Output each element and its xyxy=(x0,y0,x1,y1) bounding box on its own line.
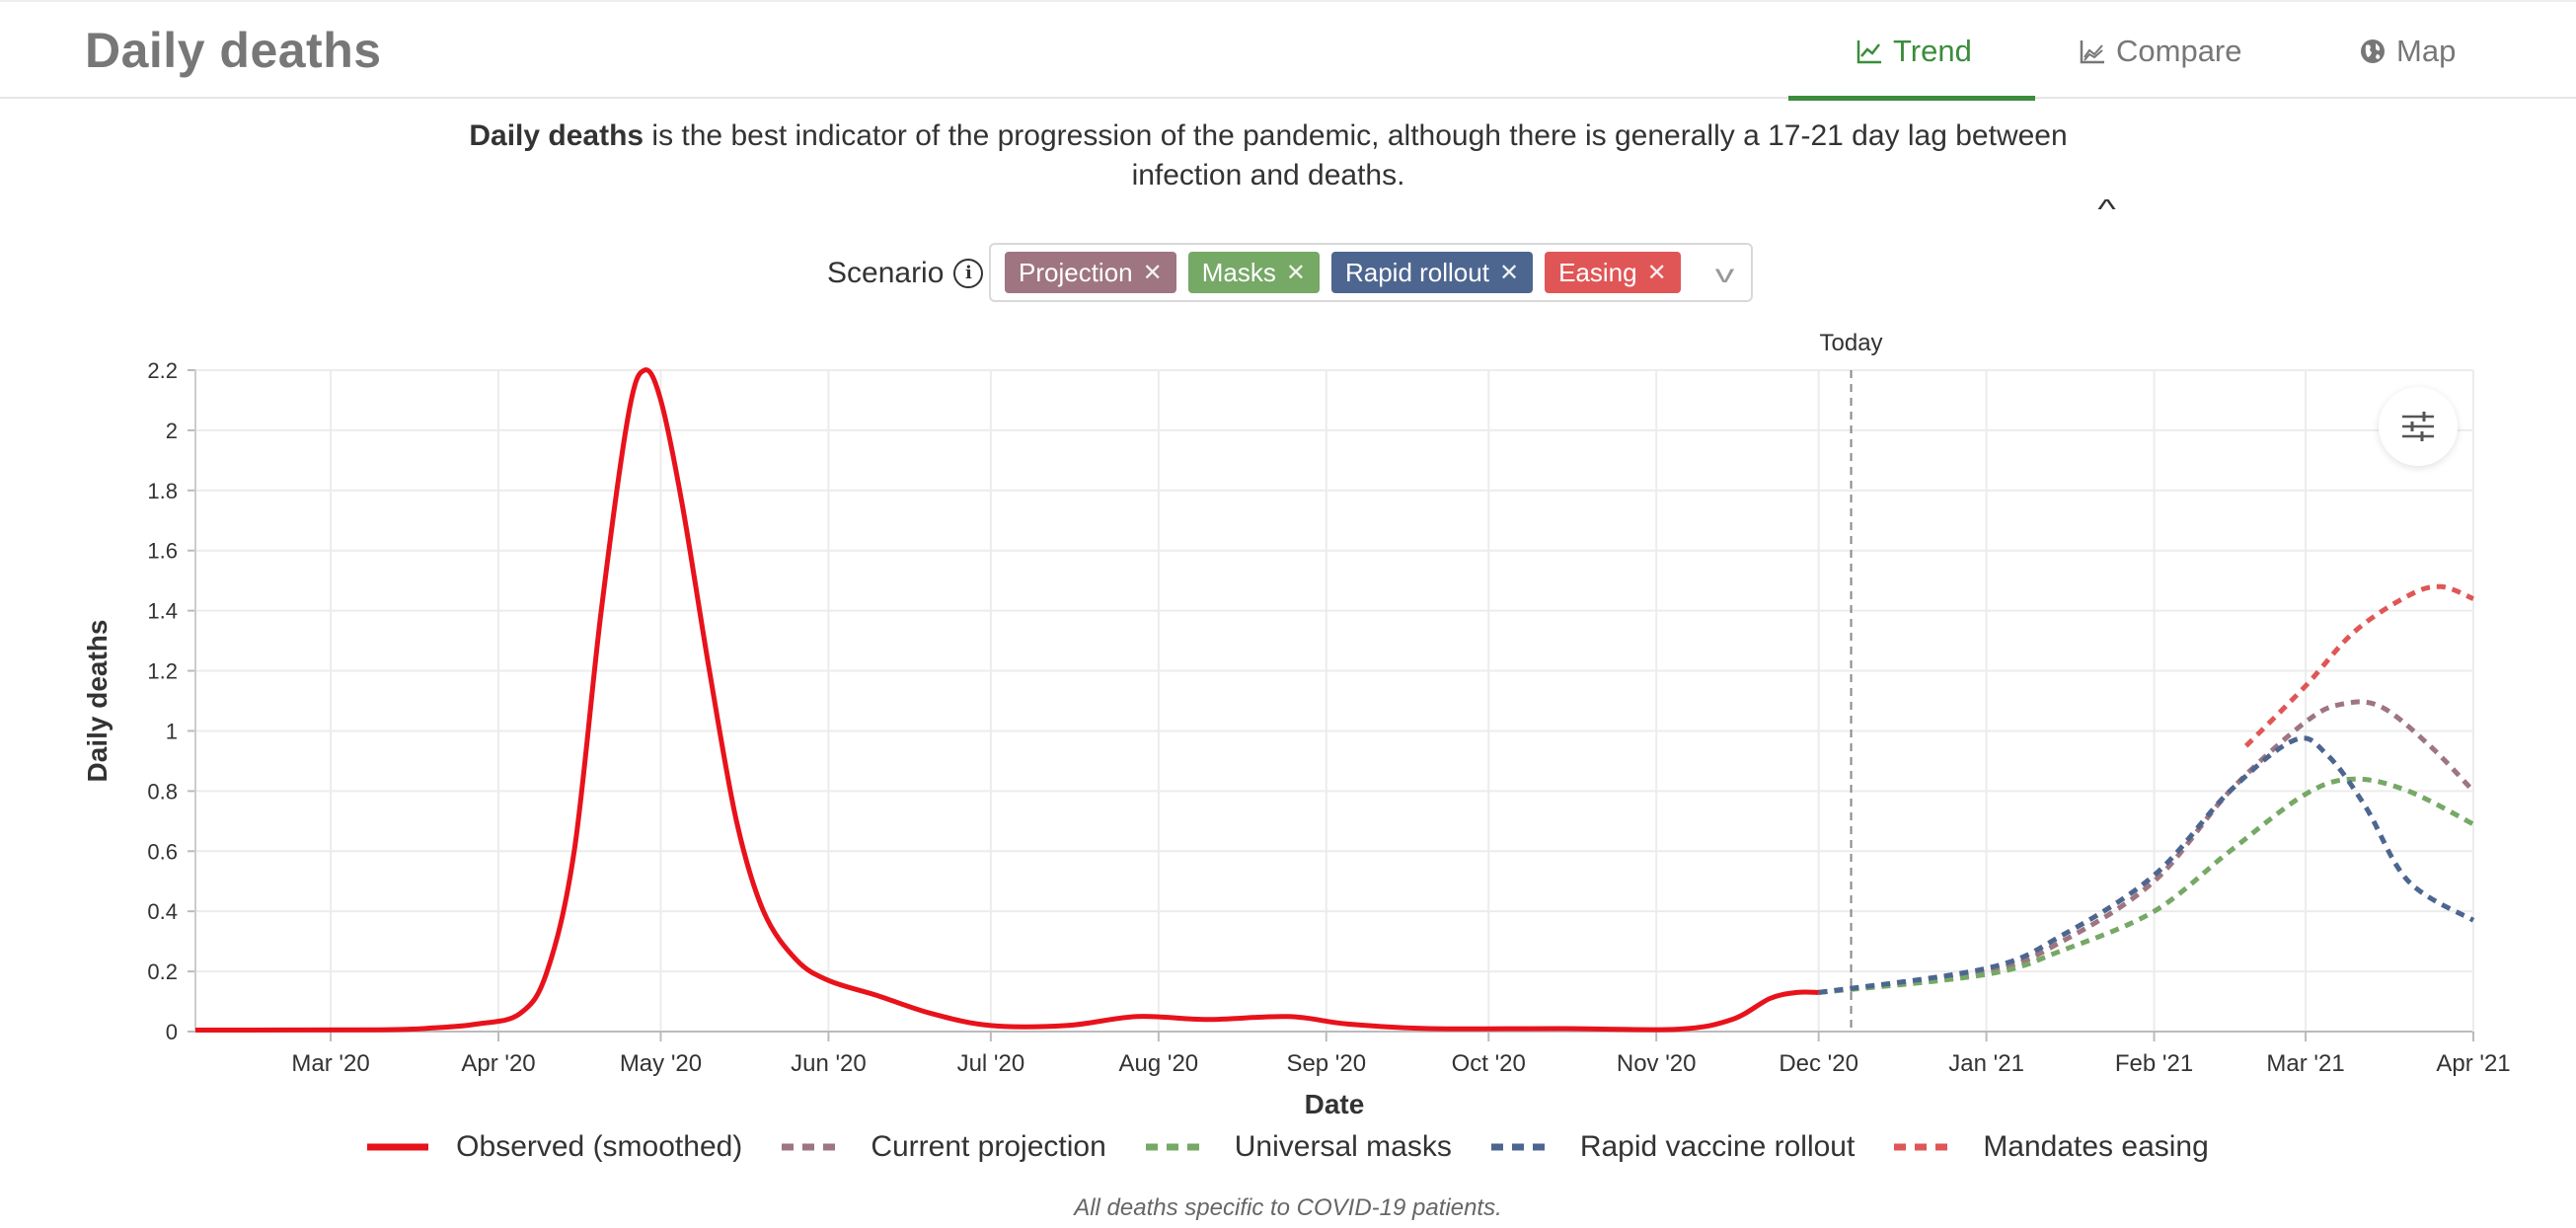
series-line-rapid-vaccine-rollout xyxy=(1818,735,2475,995)
legend-label: Observed (smoothed) xyxy=(456,1130,743,1163)
collapse-chevron-icon[interactable]: ^ xyxy=(2097,193,2116,224)
y-tick-label: 2.2 xyxy=(147,358,178,383)
area-chart-icon xyxy=(2080,40,2104,64)
scenario-chip-rapid-rollout: Rapid rollout ✕ xyxy=(1330,252,1534,293)
x-tick-label: Dec '20 xyxy=(1779,1050,1858,1077)
legend-item-rapid-vaccine-rollout[interactable]: Rapid vaccine rollout xyxy=(1490,1130,1856,1164)
page-title: Daily deaths xyxy=(85,23,382,78)
x-tick-label: Aug '20 xyxy=(1119,1050,1199,1077)
tab-compare-label: Compare xyxy=(2116,34,2242,68)
legend-item-mandates-easing[interactable]: Mandates easing xyxy=(1894,1130,2209,1164)
active-tab-indicator xyxy=(1788,96,2035,101)
remove-chip-icon[interactable]: ✕ xyxy=(1646,259,1667,286)
y-tick-label: 1.8 xyxy=(147,479,178,503)
header-bar: Daily deaths Trend Compare Map xyxy=(0,0,2576,101)
sliders-icon xyxy=(2402,412,2434,441)
series-line-observed-smoothed xyxy=(194,367,1819,1033)
x-axis-title: Date xyxy=(1305,1089,1365,1119)
tab-map-label: Map xyxy=(2396,34,2457,68)
x-tick-label: May '20 xyxy=(620,1050,702,1077)
info-icon[interactable]: i xyxy=(953,259,984,288)
x-tick-label: Jul '20 xyxy=(957,1050,1025,1077)
x-tick-label: Sep '20 xyxy=(1286,1050,1366,1077)
description-bold: Daily deaths xyxy=(469,119,644,152)
chevron-down-icon[interactable]: v xyxy=(1714,259,1735,288)
x-tick-label: Oct '20 xyxy=(1452,1050,1526,1077)
globe-icon xyxy=(2361,39,2385,63)
y-tick-label: 2 xyxy=(166,419,178,443)
legend-label: Universal masks xyxy=(1234,1130,1452,1163)
daily-deaths-chart: 0 0.2 0.4 0.6 0.8 1 1.2 1.4 1.6 1.8 2 2.2 Mar '20 Apr… xyxy=(82,330,2511,1119)
legend-swatch xyxy=(367,1143,429,1151)
remove-chip-icon[interactable]: ✕ xyxy=(1498,259,1520,286)
x-tick-label: Apr '20 xyxy=(461,1050,535,1077)
x-tick-label: Nov '20 xyxy=(1617,1050,1697,1077)
x-tick-label: Jan '21 xyxy=(1948,1050,2024,1077)
scenario-select[interactable]: Projection ✕ Masks ✕ Rapid rollout ✕ Eas… xyxy=(989,243,1753,302)
chip-label: Masks xyxy=(1201,257,1276,287)
chip-label: Easing xyxy=(1558,257,1637,287)
series-line-current-projection xyxy=(1818,699,2475,995)
today-label: Today xyxy=(1820,330,1883,356)
y-tick-label: 1 xyxy=(166,719,178,743)
x-tick-label: Feb '21 xyxy=(2115,1050,2193,1077)
y-tick-label: 1.6 xyxy=(147,539,178,564)
remove-chip-icon[interactable]: ✕ xyxy=(1142,259,1163,286)
scenario-chip-easing: Easing ✕ xyxy=(1545,252,1681,293)
remove-chip-icon[interactable]: ✕ xyxy=(1285,259,1306,286)
scenario-chip-masks: Masks ✕ xyxy=(1187,252,1320,293)
legend-swatch xyxy=(1145,1143,1207,1151)
tab-trend[interactable]: Trend xyxy=(1856,32,1972,71)
legend-swatch xyxy=(1894,1143,1956,1151)
series-line-mandates-easing xyxy=(2243,583,2474,748)
chart-legend: Observed (smoothed) Current projection Uni… xyxy=(0,1130,2576,1164)
legend-item-current-projection[interactable]: Current projection xyxy=(782,1130,1106,1164)
scenario-label-group: Scenario i xyxy=(827,257,984,290)
y-tick-label: 0.4 xyxy=(147,899,178,924)
chip-label: Rapid rollout xyxy=(1344,257,1489,287)
y-tick-label: 0.6 xyxy=(147,839,178,864)
legend-label: Mandates easing xyxy=(1983,1130,2209,1163)
x-tick-label: Mar '20 xyxy=(291,1050,369,1077)
legend-swatch xyxy=(782,1143,844,1151)
scenario-chip-projection: Projection ✕ xyxy=(1005,252,1176,293)
legend-item-universal-masks[interactable]: Universal masks xyxy=(1145,1130,1452,1164)
y-tick-label: 0.8 xyxy=(147,779,178,804)
x-tick-label: Apr '21 xyxy=(2436,1050,2510,1077)
y-tick-label: 0 xyxy=(166,1020,178,1044)
legend-item-observed-smoothed[interactable]: Observed (smoothed) xyxy=(367,1130,742,1164)
chip-label: Projection xyxy=(1019,257,1133,287)
x-tick-label: Jun '20 xyxy=(791,1050,867,1077)
legend-label: Current projection xyxy=(871,1130,1106,1163)
y-tick-label: 1.2 xyxy=(147,659,178,684)
tab-trend-label: Trend xyxy=(1893,34,1972,68)
line-chart-icon xyxy=(1856,40,1881,64)
y-axis-title: Daily deaths xyxy=(82,620,113,783)
chart-description: Daily deaths is the best indicator of th… xyxy=(454,116,2083,195)
y-tick-label: 1.4 xyxy=(147,599,178,624)
legend-label: Rapid vaccine rollout xyxy=(1579,1130,1856,1163)
description-text: is the best indicator of the progression… xyxy=(644,119,2068,192)
chart-settings-button[interactable] xyxy=(2379,387,2458,466)
tab-map[interactable]: Map xyxy=(2359,32,2456,71)
y-tick-label: 0.2 xyxy=(147,959,178,984)
series-line-universal-masks xyxy=(1818,776,2475,995)
footnote: All deaths specific to COVID-19 patients… xyxy=(1074,1194,1502,1221)
legend-swatch xyxy=(1490,1143,1553,1151)
x-tick-label: Mar '21 xyxy=(2266,1050,2344,1077)
tab-compare[interactable]: Compare xyxy=(2079,32,2242,71)
scenario-label: Scenario xyxy=(827,257,945,289)
